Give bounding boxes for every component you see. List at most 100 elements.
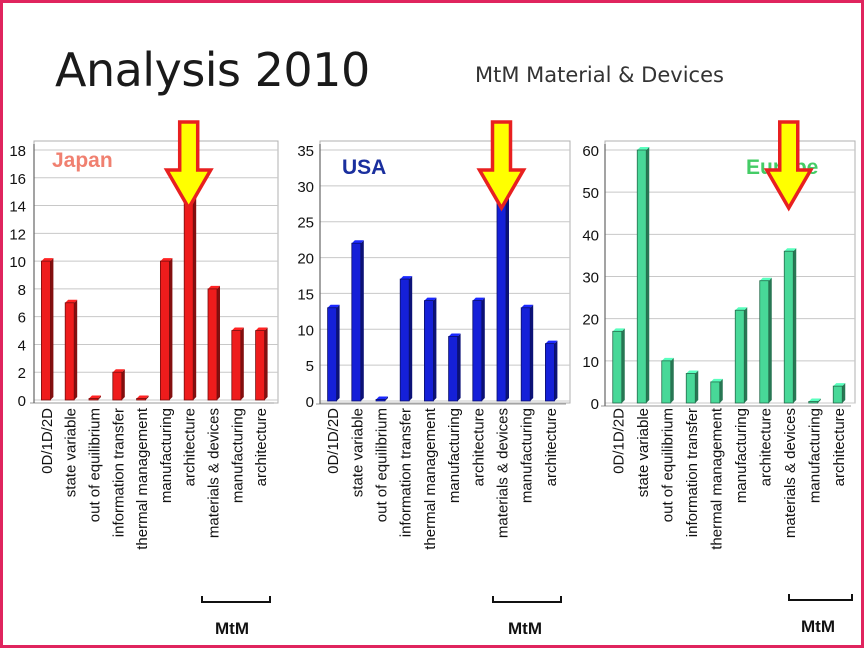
bar [399,278,410,402]
y-tick-label: 12 [9,226,26,243]
y-tick-label: 10 [9,254,26,271]
bar-side [506,161,509,401]
y-tick-label: 20 [297,251,314,268]
bar [64,302,75,401]
mtm-bracket [492,596,562,603]
slide-title: Analysis 2010 [55,43,370,97]
bar-top [710,378,723,382]
y-tick-label: 16 [9,171,26,188]
bar [136,398,147,401]
bar-side [621,328,625,403]
chart-title: Japan [52,149,113,172]
y-tick-label: 40 [582,227,599,244]
bar-side [360,240,364,401]
down-arrow-icon [163,120,214,212]
category-label: manufacturing [519,408,536,503]
mtm-label: MtM [508,619,542,638]
category-label: architecture [757,408,774,486]
y-tick-label: 2 [18,365,26,382]
bar-side [744,307,748,403]
category-label: architecture [470,408,487,486]
bar-top [759,277,772,281]
bar-top [231,327,244,331]
bar-side [385,396,388,401]
category-label: out of equilibrium [659,408,676,522]
bar [423,300,434,402]
category-label: manufacturing [806,408,823,503]
bar [520,307,531,402]
bar [112,371,123,401]
bar [327,307,338,402]
bar-top [637,147,650,150]
bar-top [472,297,485,301]
bar-top [833,383,846,387]
bar [808,401,819,404]
y-tick-label: 15 [297,286,314,303]
chart-title: USA [342,156,386,179]
bar-side [719,378,723,403]
category-label: out of equilibrium [374,408,391,522]
y-tick-label: 0 [591,396,599,413]
category-label: thermal management [708,407,725,550]
bar-top [545,340,558,344]
bar-side [169,258,173,400]
bar-side [842,383,846,403]
bar [159,260,170,401]
bar [448,336,459,402]
bar-side [433,297,437,401]
y-tick-label: 18 [9,143,26,160]
bar [231,330,242,401]
chart-japan: 0 2 4 6 8 10 12 14 16 18 Japan 0D/1D/2D state variab… [9,120,279,638]
category-label: materials & devices [782,408,799,538]
bar-top [612,328,625,332]
bar-top [112,369,125,373]
bar-side [336,304,340,401]
category-label: thermal management [134,407,151,550]
bar [636,149,647,404]
y-tick-label: 50 [582,185,599,202]
bar-side [768,277,772,403]
bar-side [98,395,101,400]
y-tick-label: 5 [306,358,314,375]
bar [685,373,696,404]
bar-side [481,297,485,401]
chart-usa: 0 5 10 15 20 25 30 35 USA 0D/1D/2D state variable o… [297,120,571,638]
bar-side [646,147,650,403]
category-label: state variable [635,408,652,497]
bar-top [255,327,268,331]
y-tick-label: 30 [297,179,314,196]
y-tick-label: 6 [18,310,26,327]
bar-top [424,297,437,301]
bar-top [735,307,748,311]
y-tick-label: 4 [18,337,26,354]
y-tick-label: 10 [582,354,599,371]
y-tick-label: 25 [297,215,314,232]
category-label: materials & devices [495,408,512,538]
bar-top [376,396,388,400]
bar-side [409,276,413,401]
bar-side [74,299,78,400]
bar [472,300,483,402]
bar-side [554,340,558,401]
category-label: out of equilibrium [87,408,104,522]
bar-side [145,395,149,400]
bar-top [686,370,699,374]
category-label: materials & devices [206,408,223,538]
bar-top [65,299,78,303]
bar [612,330,623,404]
category-label: manufacturing [158,408,175,503]
bar-side [817,398,821,403]
bar-side [457,333,461,401]
category-label: information transfer [398,408,415,537]
y-tick-label: 14 [9,199,26,216]
mtm-bracket [788,594,853,601]
bar [207,288,218,401]
category-label: information transfer [110,408,127,537]
bar-top [136,395,149,399]
bar-side [264,327,268,400]
y-tick-label: 20 [582,312,599,329]
bar [351,242,362,402]
down-arrow-icon [763,120,814,212]
